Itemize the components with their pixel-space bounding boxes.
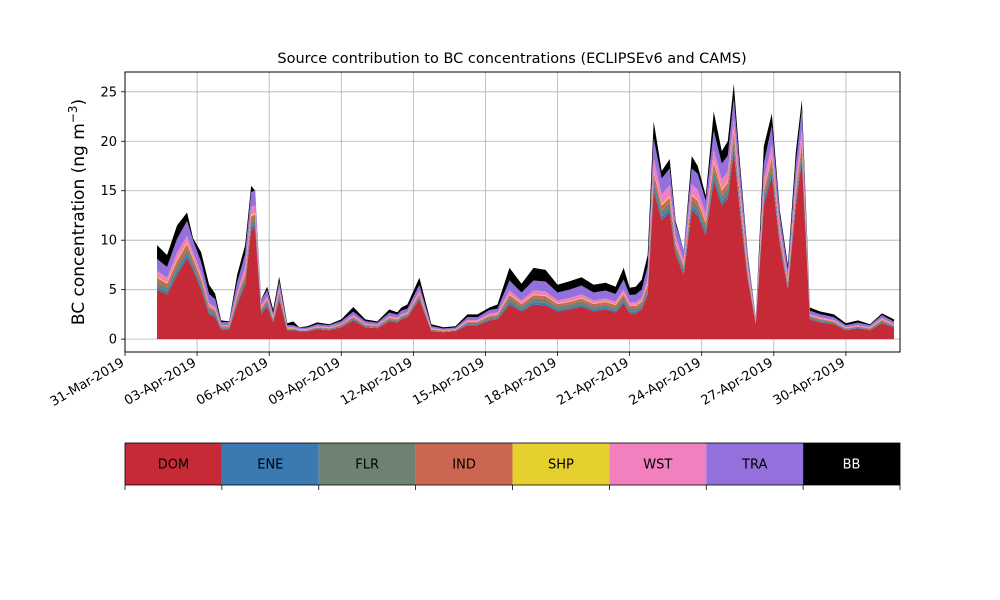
legend-swatch-ind <box>415 443 513 485</box>
x-tick-label: 30-Apr-2019 <box>771 355 848 408</box>
stacked-areas <box>157 83 894 340</box>
x-tick-label: 18-Apr-2019 <box>482 355 559 408</box>
area-bb <box>157 83 894 329</box>
legend-swatch-wst <box>609 443 707 485</box>
legend-label-tra: TRA <box>741 458 767 473</box>
legend-label-shp: SHP <box>548 458 574 473</box>
legend-swatch-flr <box>318 443 416 485</box>
legend-swatch-dom <box>125 443 222 485</box>
legend-swatch-tra <box>706 443 804 485</box>
y-tick-label: 0 <box>109 333 117 348</box>
y-axis-label-text: BC concentration (ng m <box>69 123 89 325</box>
legend-label-wst: WST <box>643 458 672 473</box>
legend-label-dom: DOM <box>158 458 189 473</box>
legend-swatch-shp <box>512 443 610 485</box>
legend-label-ene: ENE <box>257 458 283 473</box>
y-axis-label-exponent: −3 <box>66 105 80 123</box>
x-tick-label: 21-Apr-2019 <box>555 355 632 408</box>
y-tick-label: 20 <box>100 135 117 150</box>
y-tick-label: 25 <box>100 85 117 100</box>
y-tick-label: 10 <box>100 234 117 249</box>
x-axis: 31-Mar-201903-Apr-201906-Apr-201909-Apr-… <box>48 352 848 410</box>
legend: DOM ENE FLR IND SHP WST TRA BB <box>124 442 901 490</box>
y-axis-label: BC concentration (ng m−3) <box>66 99 89 325</box>
y-tick-label: 5 <box>109 283 117 298</box>
legend-label-ind: IND <box>452 458 476 473</box>
x-tick-label: 12-Apr-2019 <box>338 355 415 408</box>
plot-frame <box>124 71 901 353</box>
legend-label-flr: FLR <box>355 458 379 473</box>
legend-swatch-ene <box>221 443 319 485</box>
x-tick-label: 06-Apr-2019 <box>194 355 271 408</box>
legend-label-bb: BB <box>843 458 861 473</box>
x-tick-label: 03-Apr-2019 <box>122 355 199 408</box>
y-axis-label-close: ) <box>69 99 89 106</box>
x-tick-label: 24-Apr-2019 <box>627 355 704 408</box>
y-tick-label: 15 <box>100 184 117 199</box>
area-dom <box>157 151 894 340</box>
legend-swatch-bb <box>803 443 900 485</box>
x-tick-label: 31-Mar-2019 <box>48 355 127 409</box>
y-axis: 0 5 10 15 20 25 <box>100 85 125 348</box>
x-tick-label: 27-Apr-2019 <box>699 355 776 408</box>
x-tick-label: 15-Apr-2019 <box>410 355 487 408</box>
chart-title: Source contribution to BC concentrations… <box>277 51 746 67</box>
x-tick-label: 09-Apr-2019 <box>266 355 343 408</box>
